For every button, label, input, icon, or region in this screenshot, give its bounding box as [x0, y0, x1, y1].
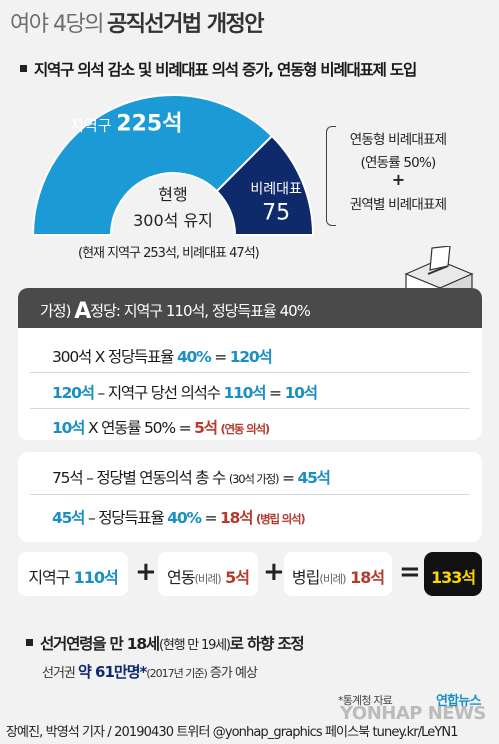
footer-heading-tail: 로 하향 조정: [229, 635, 305, 653]
sum-linked-value: 5석: [220, 568, 250, 587]
divider: [30, 372, 470, 373]
eq3-note: (연동 의석): [220, 422, 271, 436]
footer-subtext: 선거권 약 61만명*(2017년 기준) 증가 예상: [42, 661, 258, 682]
footer-heading: 선거연령을 만 18세(현행 만 19세)로 하향 조정: [26, 632, 305, 654]
eq3-result: 5석: [194, 419, 218, 437]
equation-row-1: 300석 X 정당득표율 40% = 120석: [52, 345, 273, 367]
eq4-result: 45석: [297, 469, 331, 487]
sum-result: 133석: [424, 552, 482, 596]
center-label-line2: 300석 유지: [133, 211, 213, 230]
page-title: 여야 4당의 공직선거법 개정안: [10, 6, 265, 38]
eq1-result: 120석: [229, 348, 273, 366]
sum-parallel-value: 18석: [345, 568, 385, 587]
plus-sign: +: [263, 557, 285, 587]
watermark: YONHAP NEWS: [340, 703, 486, 724]
eq5-a: 45석: [52, 509, 85, 527]
eq5-text: – 정당득표율: [84, 509, 168, 527]
eq4-note: (30석 가정): [228, 472, 280, 486]
hypothesis-header: 가정) A정당: 지역구 110석, 정당득표율 40%: [18, 288, 482, 328]
title-main: 공직선거법 개정안: [106, 12, 265, 37]
title-prefix: 여야 4당의: [10, 12, 104, 37]
eq3-text: X 연동률 50% =: [84, 419, 195, 437]
arch-slice-district: [31, 94, 274, 236]
hypothesis-prefix: 가정): [40, 302, 71, 320]
footer-sub2: 증가 예상: [206, 666, 258, 681]
bullet-square-icon: [20, 65, 27, 72]
arch-label-district: 지역구 225석: [70, 111, 182, 136]
eq2-result: 10석: [284, 384, 318, 402]
source-note: *통계청 자료: [338, 694, 393, 707]
eq5-result: 18석: [220, 509, 253, 527]
hypothesis-party: A: [74, 299, 91, 324]
credit-line: 장예진, 박영석 기자 / 20190430 트위터 @yonhap_graph…: [6, 725, 459, 740]
footer-heading-paren: (현행 만 19세): [158, 638, 231, 653]
sum-linked-label: 연동: [166, 568, 195, 587]
side-note-line2: (연동률 50%): [360, 155, 437, 171]
sum-district: 지역구 110석: [18, 552, 128, 596]
sum-district-value: 110석: [73, 568, 119, 587]
equation-row-5: 45석 – 정당득표율 40% = 18석 (병립 의석): [52, 506, 306, 528]
arch-value-proportional: 75: [262, 201, 290, 226]
eq2-a: 120석: [52, 384, 95, 402]
sum-parallel-sub: (비례): [319, 572, 346, 586]
eq1-rate: 40%: [176, 348, 212, 366]
side-note-bracket: [326, 126, 336, 226]
arch-label-proportional: 비례대표: [250, 182, 302, 198]
eq2-c: 110석: [223, 384, 267, 402]
sum-parallel: 병립(비례) 18석: [284, 552, 392, 596]
eq4-equals: =: [278, 469, 298, 487]
section-heading: 지역구 의석 감소 및 비례대표 의석 증가, 연동형 비례대표제 도입: [20, 58, 417, 80]
footer-sub-paren: (2017년 기준): [146, 667, 207, 680]
side-note-plus: +: [391, 170, 405, 189]
equals-sign: =: [399, 557, 421, 587]
side-note-line1: 연동형 비례대표제: [349, 132, 447, 148]
equation-row-4: 75석 – 정당별 연동의석 총 수 (30석 가정) = 45석: [52, 466, 331, 488]
eq5-rate: 40%: [167, 509, 202, 527]
plus-sign: +: [135, 557, 157, 587]
hypothesis-party-suffix: 정당: [90, 302, 117, 320]
center-label-line1: 현행: [158, 185, 187, 204]
hypothesis-detail: : 지역구 110석, 정당득표율 40%: [115, 302, 311, 320]
bullet-square-icon: [26, 639, 33, 646]
eq5-equals: =: [200, 509, 221, 527]
sum-district-label: 지역구: [28, 568, 74, 587]
equation-row-3: 10석 X 연동률 50% = 5석 (연동 의석): [52, 416, 271, 438]
footer-sub-bold: 약 61만명*: [78, 663, 147, 681]
eq2-text: – 지역구 당선 의석수: [93, 384, 224, 402]
divider: [30, 408, 470, 409]
hypothesis-card-2: [18, 452, 482, 542]
eq4-text: 75석 – 정당별 연동의석 총 수: [52, 469, 229, 487]
eq2-equals: =: [265, 384, 285, 402]
arch-slice-proportional: [215, 134, 315, 236]
footer-sub1: 선거권: [42, 666, 79, 681]
eq1-equals: =: [210, 348, 230, 366]
eq1-text: 300석 X 정당득표율: [52, 348, 177, 366]
eq5-note: (병립 의석): [256, 512, 306, 526]
current-seats-note: (현재 지역구 253석, 비례대표 47석): [78, 246, 260, 261]
divider: [30, 494, 470, 495]
side-note-line3: 권역별 비례대표제: [349, 197, 447, 213]
sum-linked: 연동(비례) 5석: [158, 552, 258, 596]
sum-linked-sub: (비례): [194, 572, 221, 586]
footer-heading-main: 선거연령을 만 18세: [40, 635, 160, 653]
sum-parallel-label: 병립: [291, 568, 320, 587]
yonhap-logo: 연합뉴스: [436, 694, 481, 709]
equation-row-2: 120석 – 지역구 당선 의석수 110석 = 10석: [52, 381, 318, 403]
eq3-a: 10석: [52, 419, 85, 437]
section-heading-text: 지역구 의석 감소 및 비례대표 의석 증가, 연동형 비례대표제 도입: [34, 61, 417, 79]
